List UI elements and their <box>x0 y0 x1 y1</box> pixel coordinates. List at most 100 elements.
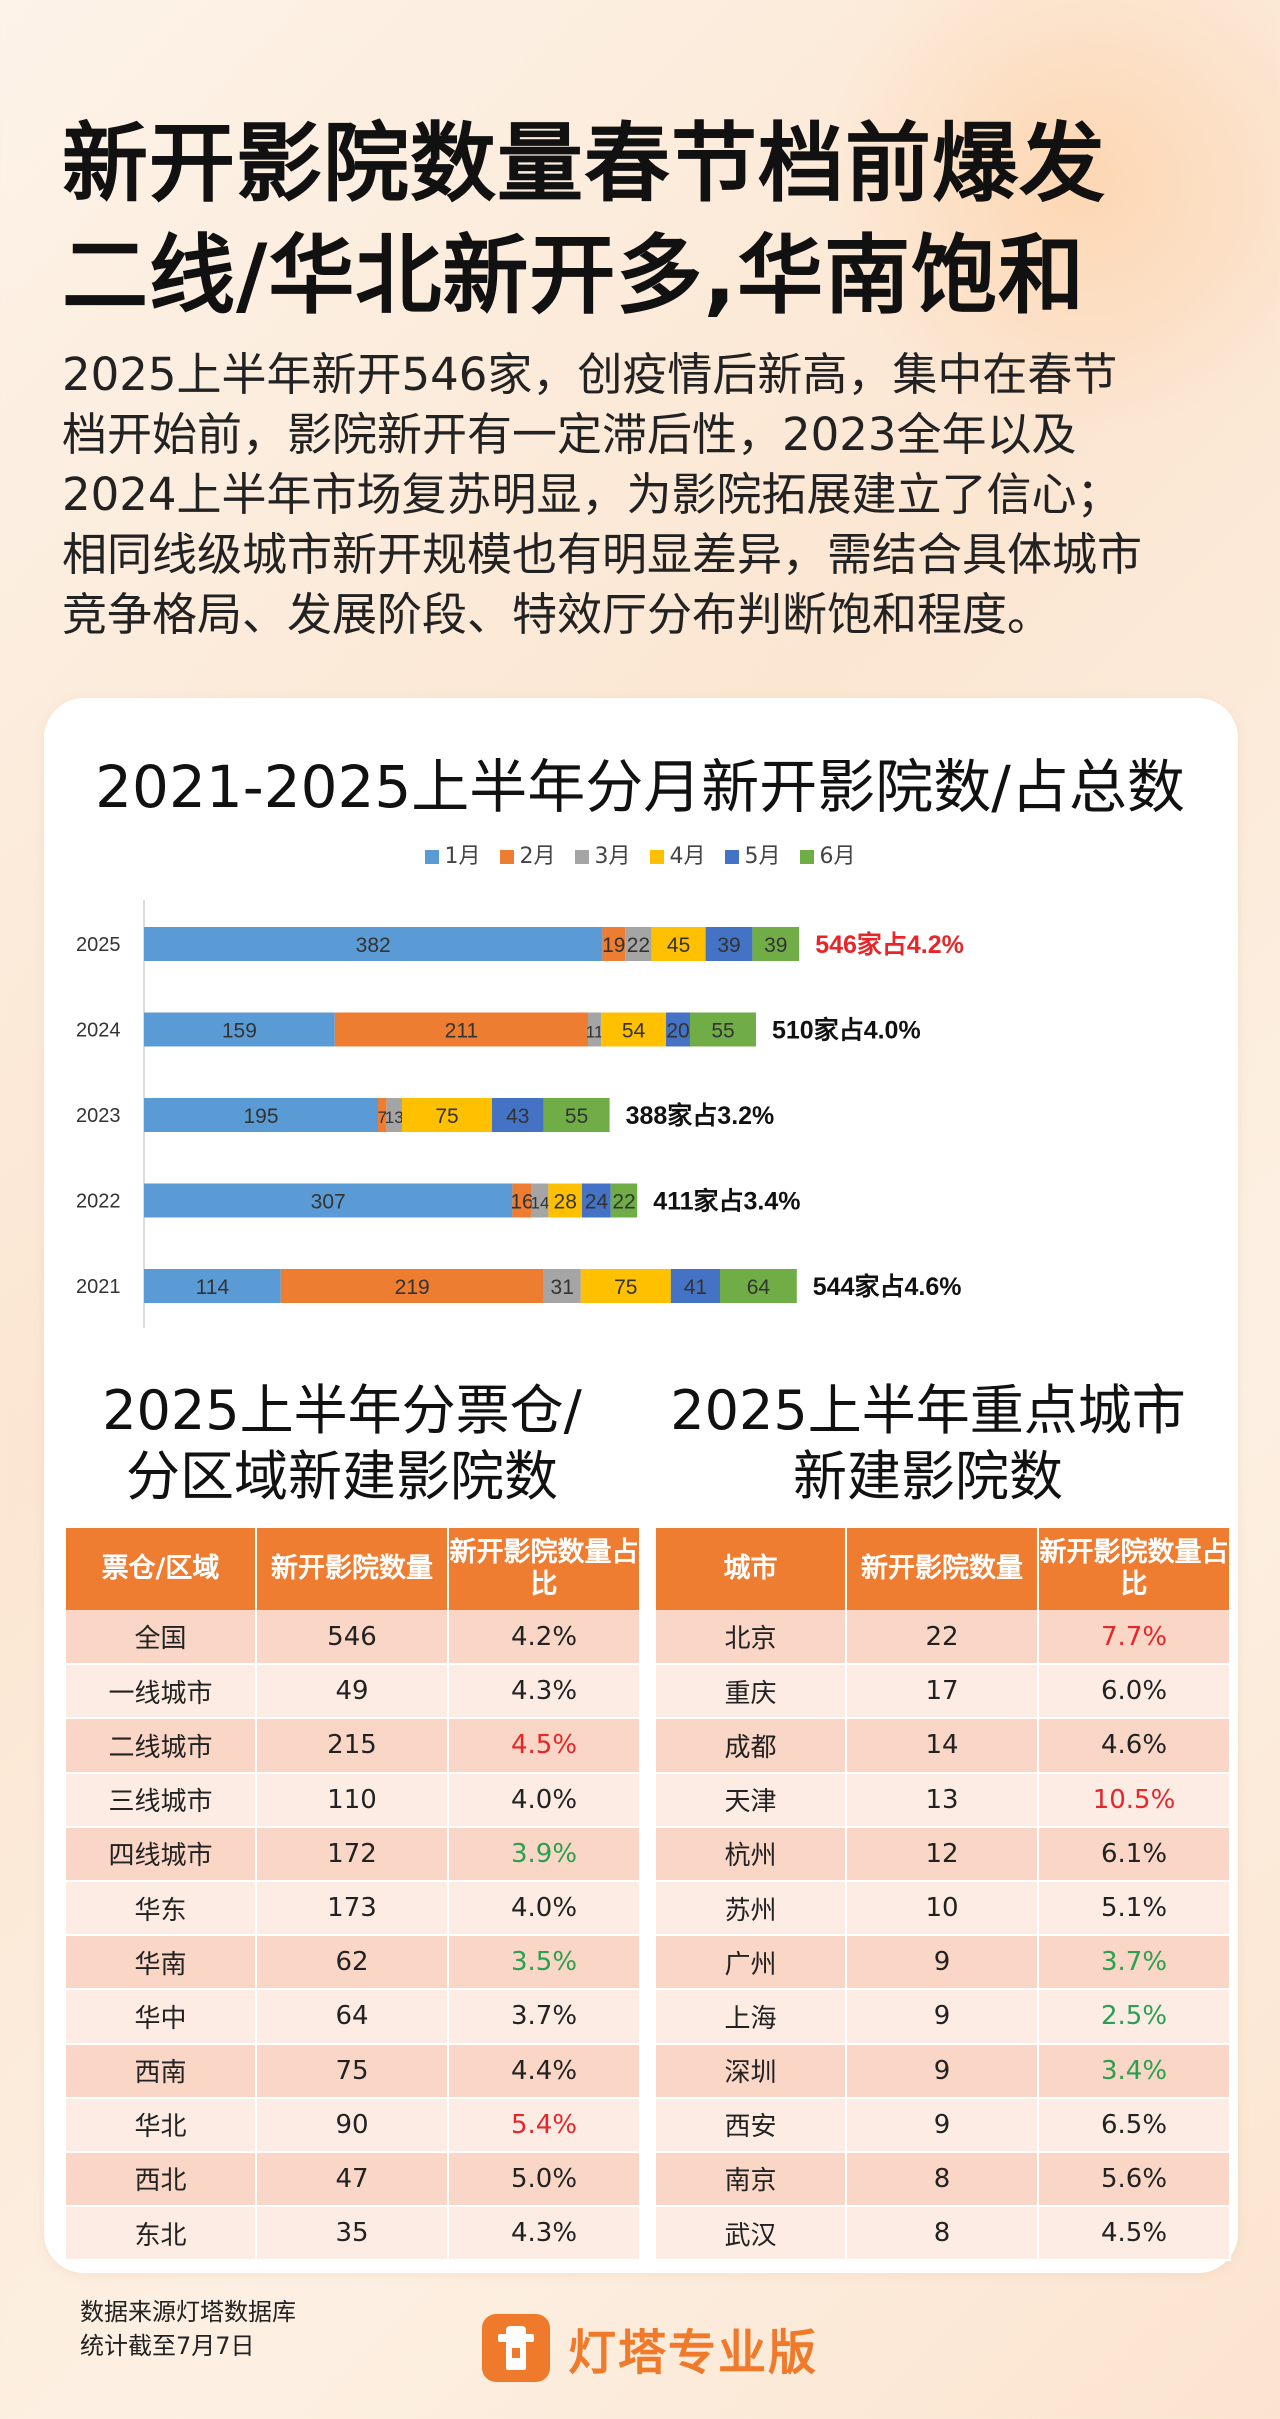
city-table-title: 2025上半年重点城市 新建影院数 <box>648 1378 1208 1510</box>
column-header: 新开影院数量占比 <box>448 1528 641 1610</box>
legend-item: 3月 <box>574 838 631 870</box>
bar-segment <box>548 1183 582 1218</box>
data-label: 195 <box>243 1105 278 1128</box>
legend-item: 1月 <box>424 838 481 870</box>
table-cell-name: 西南 <box>66 2043 257 2099</box>
table-cell-ratio: 5.1% <box>1038 1880 1231 1937</box>
bar-segment <box>705 927 753 961</box>
table-cell-name: 天津 <box>656 1772 847 1828</box>
intro-line: 2024上半年市场复苏明显，为影院拓展建立了信心； <box>62 468 1122 521</box>
title-line-2: 二线/华北新开多,华南饱和 <box>62 226 1086 326</box>
bar-segment <box>720 1269 797 1303</box>
intro-line: 相同线级城市新开规模也有明显差异，需结合具体城市 <box>62 528 1143 581</box>
table-row: 西南 75 4.4% <box>66 2043 641 2099</box>
table-cell-name: 华中 <box>66 1989 257 2045</box>
table-cell-ratio: 7.7% <box>1038 1610 1231 1666</box>
table-row: 重庆 17 6.0% <box>656 1664 1231 1720</box>
bar-segment <box>602 927 626 961</box>
region-table: 票仓/区域 新开影院数量 新开影院数量占比 全国 546 4.2% 一线城市 49 4.3… <box>66 1528 641 2262</box>
bar-segment <box>601 1012 666 1047</box>
bar-segment <box>752 927 800 961</box>
city-title-line-2: 新建影院数 <box>793 1445 1063 1508</box>
table-row: 成都 14 4.6% <box>656 1718 1231 1774</box>
data-label: 55 <box>565 1105 588 1128</box>
data-label: 24 <box>585 1191 609 1214</box>
data-label: 114 <box>196 1276 230 1299</box>
table-row: 上海 9 2.5% <box>656 1989 1231 2045</box>
table-cell-name: 北京 <box>656 1610 847 1666</box>
table-cell-name: 上海 <box>656 1989 847 2045</box>
intro-line: 2025上半年新开546家，创疫情后新高，集中在春节 <box>62 348 1118 401</box>
table-row: 南京 8 5.6% <box>656 2151 1231 2208</box>
data-label: 7 <box>377 1108 386 1127</box>
bar-segment <box>690 1012 756 1047</box>
title-line-1: 新开影院数量春节档前爆发 <box>62 114 1106 214</box>
table-cell-name: 二线城市 <box>66 1718 257 1774</box>
total-label: 544家占4.6% <box>813 1272 962 1301</box>
table-cell-ratio: 3.4% <box>1038 2043 1231 2099</box>
bar-segment <box>531 1183 549 1218</box>
table-row: 华北 90 5.4% <box>66 2097 641 2153</box>
bar-segment <box>512 1183 532 1218</box>
region-table-title: 2025上半年分票仓/ 分区域新建影院数 <box>62 1378 622 1510</box>
stacked-bar-chart: 2025 382 19 22 45 39 39 546家占4.2%2024 159 211 11 54… <box>76 900 964 1328</box>
city-title-line-1: 2025上半年重点城市 <box>670 1379 1186 1442</box>
table-cell-count: 13 <box>846 1772 1039 1828</box>
bar-segment <box>144 1098 378 1132</box>
table-cell-ratio: 6.0% <box>1038 1664 1231 1720</box>
total-label: 411家占3.4% <box>653 1187 800 1216</box>
legend-item: 6月 <box>799 838 856 870</box>
table-cell-ratio: 4.3% <box>448 2206 641 2262</box>
table-cell-ratio: 4.0% <box>448 1880 641 1937</box>
table-row: 西北 47 5.0% <box>66 2151 641 2208</box>
bar-segment <box>543 1269 581 1303</box>
table-cell-count: 90 <box>256 2097 449 2153</box>
table-cell-name: 重庆 <box>656 1664 847 1720</box>
bar-segment <box>666 1012 690 1047</box>
table-cell-ratio: 4.0% <box>448 1772 641 1828</box>
table-cell-ratio: 3.7% <box>1038 1935 1231 1991</box>
table-cell-name: 全国 <box>66 1610 257 1666</box>
table-cell-name: 南京 <box>656 2151 847 2208</box>
bar-segment <box>144 1012 335 1047</box>
data-label: 11 <box>586 1023 604 1042</box>
table-cell-count: 8 <box>846 2151 1039 2208</box>
legend-label: 1月 <box>444 844 481 869</box>
table-cell-count: 173 <box>256 1880 449 1937</box>
data-label: 159 <box>222 1020 257 1043</box>
data-label: 382 <box>356 934 391 957</box>
data-label: 307 <box>311 1191 346 1214</box>
table-cell-count: 172 <box>256 1826 449 1882</box>
region-title-line-1: 2025上半年分票仓/ <box>102 1379 582 1442</box>
table-cell-count: 17 <box>846 1664 1039 1720</box>
table-row: 杭州 12 6.1% <box>656 1826 1231 1882</box>
data-label: 54 <box>622 1020 646 1043</box>
bar-segment <box>280 1269 544 1303</box>
table-row: 一线城市 49 4.3% <box>66 1664 641 1720</box>
data-label: 75 <box>435 1105 458 1128</box>
region-title-line-2: 分区域新建影院数 <box>126 1445 558 1508</box>
total-label: 510家占4.0% <box>772 1016 921 1045</box>
bar-segment <box>610 1183 638 1218</box>
data-label: 75 <box>614 1276 637 1299</box>
table-cell-name: 苏州 <box>656 1880 847 1937</box>
table-cell-name: 武汉 <box>656 2206 847 2262</box>
y-tick-label: 2025 <box>76 934 121 956</box>
table-cell-ratio: 3.7% <box>448 1989 641 2045</box>
table-cell-count: 9 <box>846 2043 1039 2099</box>
bar-segment <box>334 1012 588 1047</box>
table-cell-ratio: 3.9% <box>448 1826 641 1882</box>
y-tick-label: 2024 <box>76 1020 121 1042</box>
bar-segment <box>378 1098 387 1132</box>
total-label: 388家占3.2% <box>626 1101 775 1130</box>
legend-label: 5月 <box>744 844 781 869</box>
table-cell-count: 9 <box>846 2097 1039 2153</box>
table-cell-ratio: 2.5% <box>1038 1989 1231 2045</box>
table-row: 三线城市 110 4.0% <box>66 1772 641 1828</box>
table-cell-count: 10 <box>846 1880 1039 1937</box>
table-cell-name: 广州 <box>656 1935 847 1991</box>
total-label: 546家占4.2% <box>815 930 964 959</box>
city-table: 城市 新开影院数量 新开影院数量占比 北京 22 7.7% 重庆 17 6.0% 成都 14 4… <box>656 1528 1231 2262</box>
table-cell-ratio: 5.6% <box>1038 2151 1231 2208</box>
table-row: 武汉 8 4.5% <box>656 2206 1231 2262</box>
